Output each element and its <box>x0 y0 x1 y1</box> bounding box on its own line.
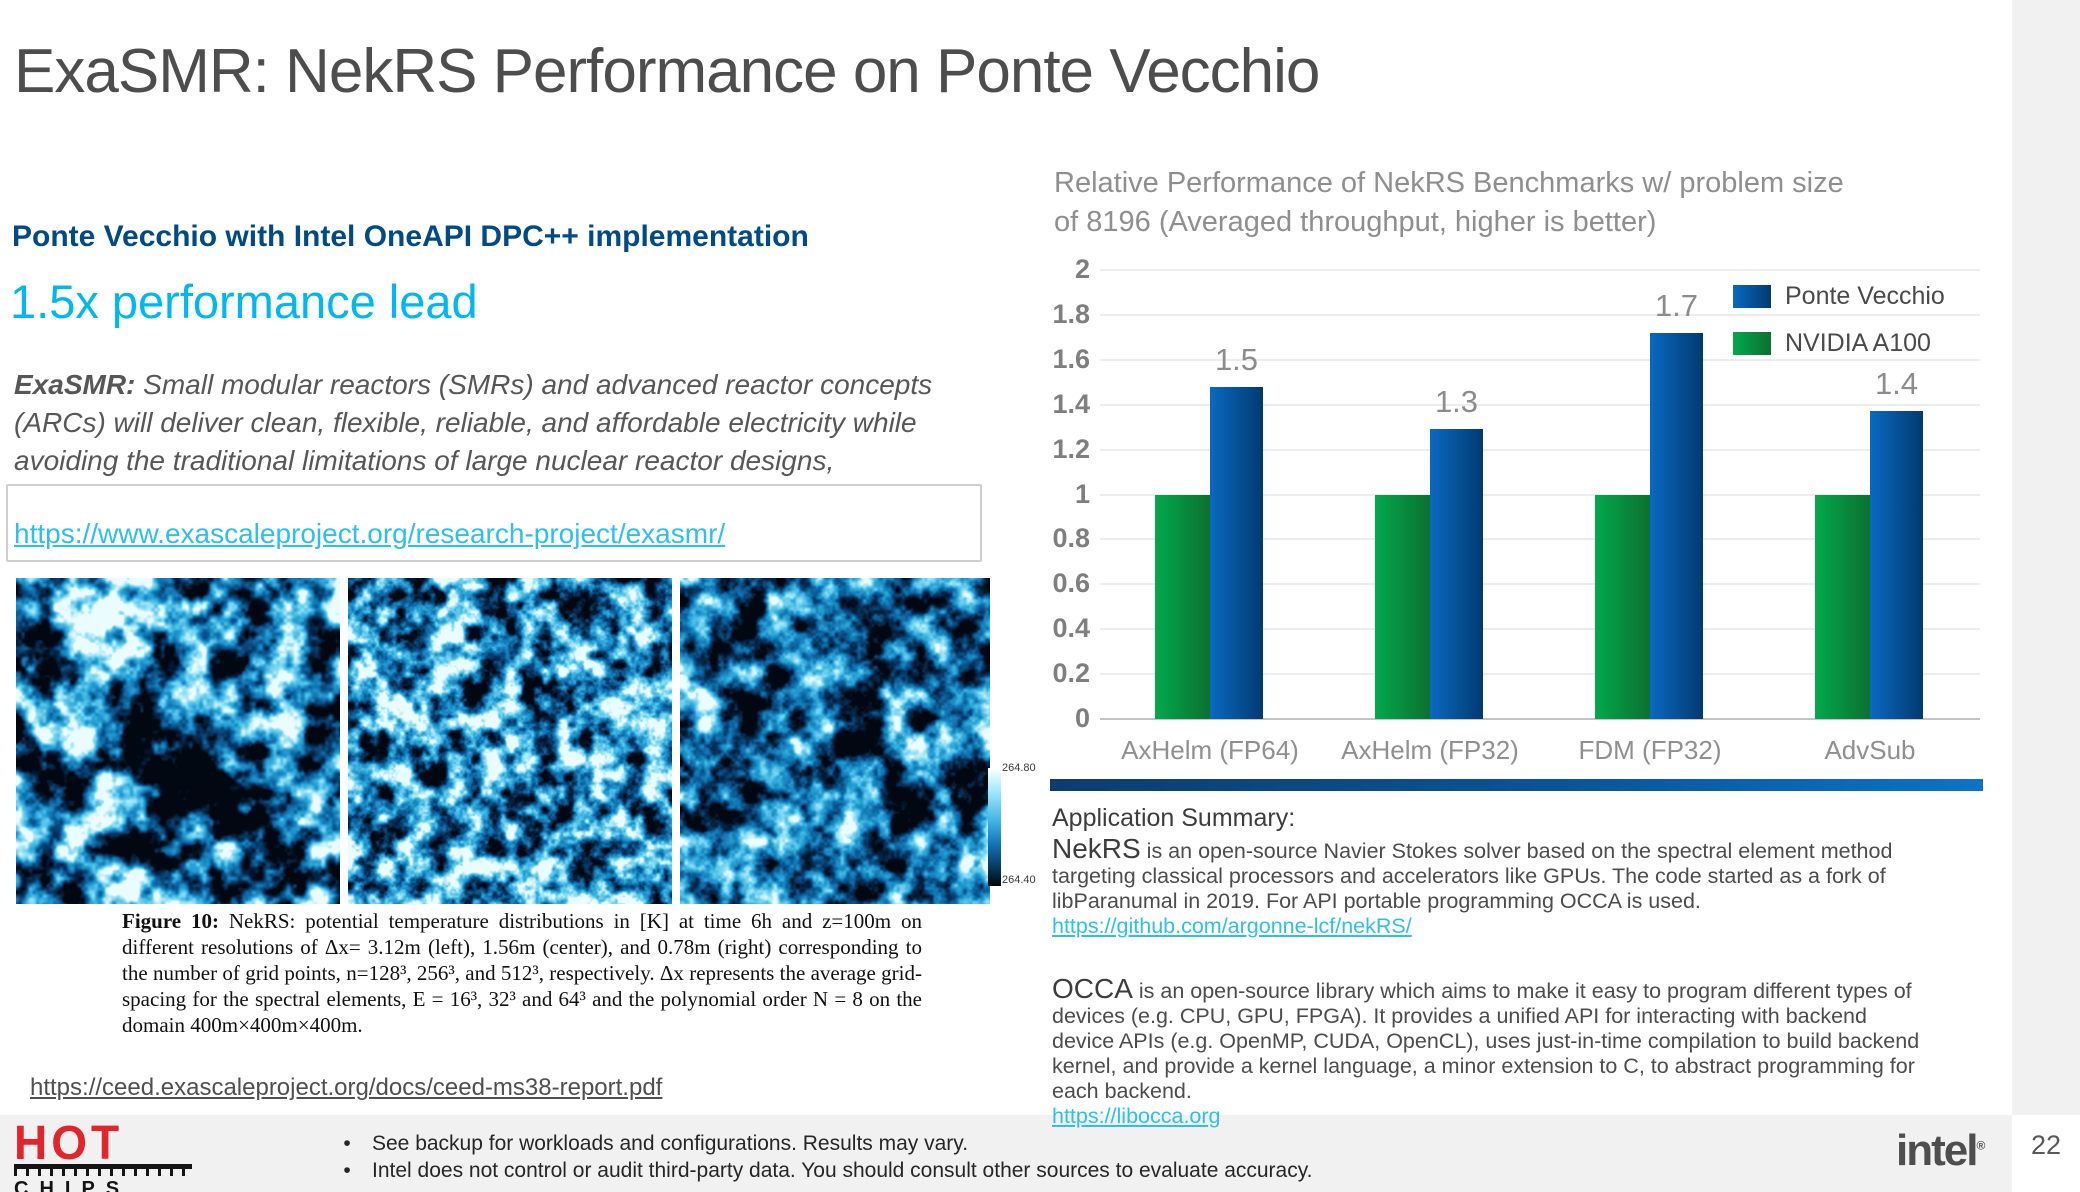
gridline <box>1100 538 1980 541</box>
footer-bullet-2: • Intel does not control or audit third-… <box>340 1157 1640 1184</box>
gridline <box>1100 583 1980 586</box>
application-summary-heading: Application Summary: <box>1052 804 1296 832</box>
gridline <box>1100 673 1980 676</box>
x-axis-category-label: FDM (FP32) <box>1578 735 1722 765</box>
y-axis-tick-label: 0.4 <box>1052 613 1090 644</box>
y-axis-tick-label: 0.2 <box>1052 658 1090 689</box>
y-axis-tick-label: 1.2 <box>1052 433 1090 464</box>
chart-title: Relative Performance of NekRS Benchmarks… <box>1054 167 1844 238</box>
x-axis-category-label: AxHelm (FP32) <box>1341 735 1519 765</box>
bar-nvidia-a100 <box>1155 494 1210 719</box>
bar-nvidia-a100 <box>1595 494 1650 719</box>
occa-label: OCCA <box>1052 973 1133 1004</box>
y-axis-tick-label: 1.4 <box>1052 388 1090 419</box>
text-box-outline <box>6 484 982 562</box>
bar-value-label: 1.5 <box>1214 341 1259 377</box>
performance-headline: 1.5x performance lead <box>10 275 478 328</box>
y-axis-tick-label: 1.6 <box>1052 343 1090 374</box>
occa-text: is an open-source library which aims to … <box>1052 979 1920 1103</box>
temperature-image-left <box>16 578 340 904</box>
benchmark-chart: Relative Performance of NekRS Benchmarks… <box>1050 160 1995 805</box>
footer-bar <box>0 1115 2012 1192</box>
intel-logo-text: intel <box>1896 1126 1978 1175</box>
ceed-report-link[interactable]: https://ceed.exascaleproject.org/docs/ce… <box>30 1074 663 1101</box>
chart-plot-area: 0 0.2 0.4 0.6 0.8 1 1.2 1.4 1.6 1.8 2 1.5 AxHelm (FP… <box>1052 254 1980 765</box>
colorbar-min-label: 264.40 <box>1002 874 1036 886</box>
nekrs-text: is an open-source Navier Stokes solver b… <box>1052 839 1893 913</box>
page-number: 22 <box>2030 1130 2062 1160</box>
bar-ponte-vecchio <box>1210 386 1263 719</box>
gridline <box>1100 269 1980 271</box>
intel-logo: intel® <box>1896 1126 1985 1176</box>
hot-chips-logo-chips: CHIPS <box>14 1178 131 1192</box>
exasmr-paragraph: ExaSMR: Small modular reactors (SMRs) an… <box>14 366 979 480</box>
nekrs-link[interactable]: https://github.com/argonne-lcf/nekRS/ <box>1052 914 1412 938</box>
occa-link[interactable]: https://libocca.org <box>1052 1104 1221 1128</box>
gridline <box>1100 403 1980 406</box>
footer-bullet-1-text: See backup for workloads and configurati… <box>372 1132 969 1155</box>
bar-nvidia-a100 <box>1815 494 1870 719</box>
occa-summary: OCCA is an open-source library which aim… <box>1052 973 1932 1129</box>
gridline <box>1100 313 1980 316</box>
y-axis-tick-label: 2 <box>1074 254 1090 284</box>
nekrs-label: NekRS <box>1052 833 1141 864</box>
implementation-subtitle: Ponte Vecchio with Intel OneAPI DPC++ im… <box>12 220 809 253</box>
figure-caption-text: NekRS: potential temperature distributio… <box>122 909 922 1037</box>
chart-divider-strip <box>1050 779 1983 791</box>
registered-mark-icon: ® <box>1976 1138 1986 1153</box>
bullet-icon: • <box>343 1132 351 1155</box>
hot-chips-logo-pins <box>14 1169 192 1176</box>
bar-ponte-vecchio <box>1430 429 1483 719</box>
x-axis-category-label: AxHelm (FP64) <box>1121 735 1299 765</box>
legend-swatch-ponte-vecchio <box>1733 285 1771 308</box>
temperature-image-right <box>680 578 990 904</box>
nekrs-summary: NekRS is an open-source Navier Stokes so… <box>1052 833 1932 939</box>
exasmr-label: ExaSMR: <box>14 369 136 400</box>
footer-disclaimers: • See backup for workloads and configura… <box>340 1130 1640 1184</box>
y-axis-tick-label: 1.8 <box>1052 298 1090 329</box>
exasmr-text: Small modular reactors (SMRs) and advanc… <box>14 369 933 476</box>
bar-nvidia-a100 <box>1375 494 1430 719</box>
x-axis-category-label: AdvSub <box>1824 735 1916 765</box>
figure-caption: Figure 10: NekRS: potential temperature … <box>122 908 922 1038</box>
bullet-icon: • <box>343 1159 351 1182</box>
gridline <box>1100 628 1980 631</box>
y-axis-tick-label: 1 <box>1074 478 1090 509</box>
bar-ponte-vecchio <box>1650 332 1703 719</box>
gridline <box>1100 493 1980 496</box>
bar-value-label: 1.3 <box>1434 384 1479 420</box>
y-axis-tick-label: 0.6 <box>1052 568 1090 599</box>
figure-caption-label: Figure 10: <box>122 909 219 933</box>
bar-value-label: 1.7 <box>1654 287 1699 323</box>
footer-bullet-1: • See backup for workloads and configura… <box>340 1130 1640 1157</box>
temperature-colorbar <box>988 768 1001 886</box>
exasmr-link[interactable]: https://www.exascaleproject.org/research… <box>14 518 726 549</box>
legend-label: NVIDIA A100 <box>1785 329 1931 357</box>
legend-swatch-nvidia-a100 <box>1733 332 1771 355</box>
y-axis-tick-label: 0 <box>1074 703 1090 733</box>
legend-label: Ponte Vecchio <box>1785 282 1945 310</box>
hot-chips-logo: HOT CHIPS <box>14 1114 214 1192</box>
bar-value-label: 1.4 <box>1874 366 1919 402</box>
colorbar-max-label: 264.80 <box>1002 762 1036 774</box>
y-axis-tick-label: 0.8 <box>1052 523 1090 554</box>
x-axis-line <box>1100 718 1980 720</box>
bar-ponte-vecchio <box>1870 411 1923 719</box>
footer-bullet-2-text: Intel does not control or audit third-pa… <box>372 1159 1313 1182</box>
temperature-image-center <box>348 578 672 904</box>
right-margin-band <box>2012 0 2080 1115</box>
hot-chips-logo-hot: HOT <box>14 1114 124 1170</box>
gridline <box>1100 448 1980 451</box>
hot-chips-logo-bar <box>14 1164 192 1169</box>
gridline <box>1100 358 1980 361</box>
page-title: ExaSMR: NekRS Performance on Ponte Vecch… <box>14 37 1320 106</box>
